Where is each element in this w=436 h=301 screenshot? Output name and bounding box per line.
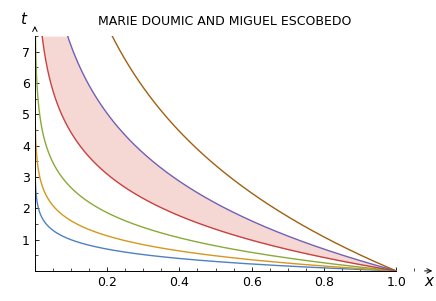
Y-axis label: t: t: [20, 12, 27, 27]
Title: MARIE DOUMIC AND MIGUEL ESCOBEDO: MARIE DOUMIC AND MIGUEL ESCOBEDO: [98, 15, 351, 28]
X-axis label: x: x: [425, 275, 434, 290]
